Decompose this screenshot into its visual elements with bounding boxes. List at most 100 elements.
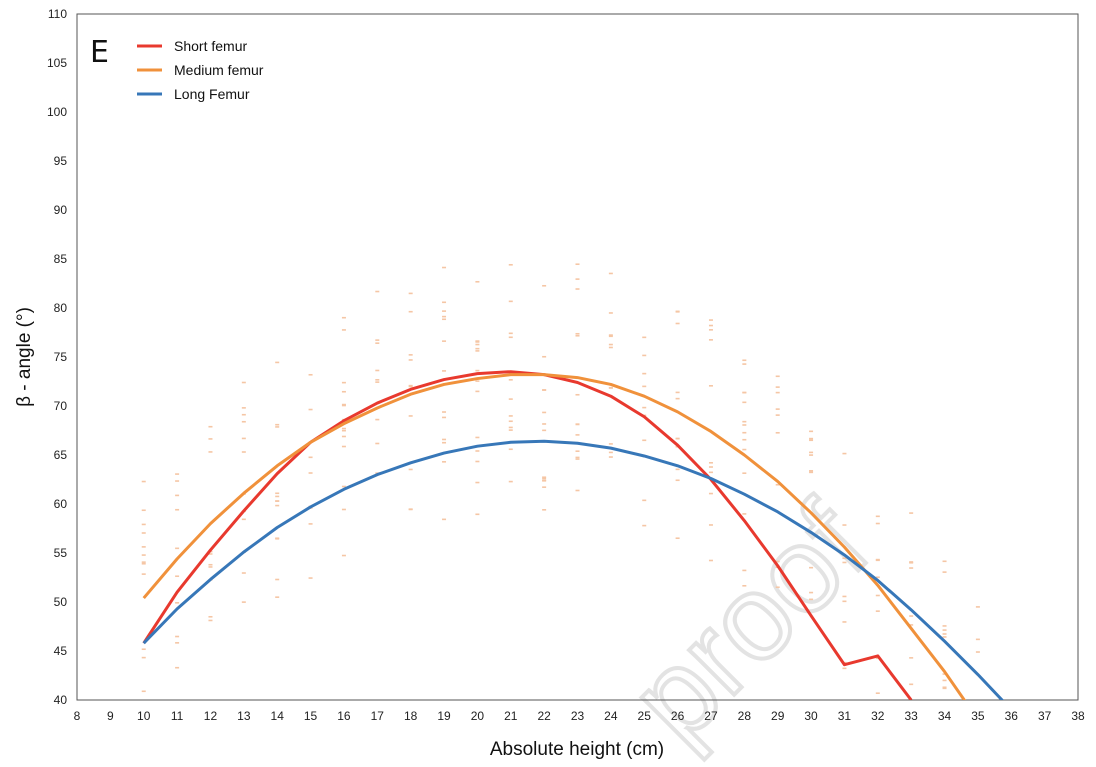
x-tick-label: 27 [704, 709, 718, 723]
scatter-point [642, 336, 647, 339]
scatter-point [909, 624, 914, 626]
scatter-point [241, 518, 246, 521]
scatter-point [375, 342, 380, 344]
scatter-point [341, 329, 346, 331]
scatter-point [208, 425, 213, 428]
y-tick-label: 40 [54, 693, 68, 707]
scatter-point [442, 310, 447, 312]
scatter-point [775, 560, 780, 563]
scatter-point [708, 492, 713, 495]
x-tick-label: 15 [304, 709, 318, 723]
scatter-point [642, 354, 647, 357]
scatter-point [642, 524, 647, 527]
y-axis-title: β - angle (°) [14, 307, 35, 407]
x-tick-label: 21 [504, 709, 518, 723]
legend-label: Medium femur [174, 62, 264, 78]
scatter-point [175, 508, 180, 511]
scatter-point [708, 385, 713, 387]
x-tick-label: 24 [604, 709, 618, 723]
scatter-point [475, 347, 480, 350]
scatter-point [508, 332, 513, 335]
scatter-point [475, 340, 480, 342]
x-tick-label: 31 [838, 709, 852, 723]
scatter-point [408, 468, 413, 471]
scatter-point [842, 524, 847, 526]
scatter-point [642, 439, 647, 442]
scatter-point [508, 379, 513, 381]
scatter-point [642, 406, 647, 409]
scatter-point [508, 448, 513, 451]
scatter-point [542, 486, 547, 488]
scatter-point [842, 621, 847, 623]
scatter-point [742, 584, 747, 587]
y-tick-label: 60 [54, 497, 68, 511]
x-tick-label: 9 [107, 709, 114, 723]
scatter-point [341, 381, 346, 384]
scatter-point [408, 508, 413, 510]
y-tick-labels: 40 45 50 55 60 65 70 75 80 85 90 95 100 105 110 [47, 7, 67, 707]
scatter-point [742, 431, 747, 434]
scatter-point [942, 679, 947, 682]
scatter-point [875, 522, 880, 525]
scatter-point [508, 398, 513, 400]
scatter-point [375, 379, 380, 381]
scatter-point [608, 456, 613, 458]
scatter-point [442, 266, 447, 269]
scatter-point [542, 479, 547, 482]
scatter-point [208, 438, 213, 440]
scatter-point [809, 451, 814, 454]
scatter-point [742, 513, 747, 515]
y-tick-label: 50 [54, 595, 68, 609]
x-tick-label: 14 [271, 709, 285, 723]
scatter-point [275, 495, 280, 498]
scatter-point [508, 429, 513, 431]
scatter-point [575, 456, 580, 459]
x-tick-label: 35 [971, 709, 985, 723]
scatter-point [141, 480, 146, 483]
x-tick-label: 13 [237, 709, 251, 723]
scatter-point [708, 324, 713, 327]
scatter-point [275, 492, 280, 495]
scatter-point [608, 334, 613, 336]
scatter-point [775, 431, 780, 434]
scatter-point [275, 596, 280, 598]
scatter-point [809, 437, 814, 440]
scatter-point [842, 595, 847, 598]
y-tick-label: 90 [54, 203, 68, 217]
scatter-point [508, 300, 513, 303]
y-tick-label: 85 [54, 252, 68, 266]
scatter-point [742, 359, 747, 362]
scatter-point [175, 642, 180, 644]
scatter-point [809, 598, 814, 601]
scatter-point [241, 407, 246, 409]
x-tick-label: 23 [571, 709, 585, 723]
scatter-point [542, 389, 547, 391]
scatter-point [575, 423, 580, 425]
scatter-point [542, 509, 547, 511]
scatter-point [842, 452, 847, 455]
scatter-point [141, 573, 146, 575]
scatter-point [575, 263, 580, 266]
scatter-point [742, 401, 747, 404]
scatter-point [909, 561, 914, 563]
scatter-point [408, 384, 413, 387]
y-tick-label: 70 [54, 399, 68, 413]
scatter-point [375, 369, 380, 372]
scatter-point [708, 461, 713, 464]
x-tick-label: 37 [1038, 709, 1052, 723]
scatter-point [542, 355, 547, 358]
scatter-point [842, 667, 847, 670]
scatter-point [208, 566, 213, 568]
scatter-point [508, 415, 513, 417]
scatter-point [775, 375, 780, 378]
scatter-point [341, 445, 346, 448]
scatter-point [341, 554, 346, 557]
scatter-point [542, 284, 547, 287]
x-tick-label: 10 [137, 709, 151, 723]
scatter-point [708, 339, 713, 341]
scatter-point [442, 301, 447, 304]
scatter-point [308, 472, 313, 474]
scatter-point [575, 332, 580, 335]
x-tick-labels: 8 9 10 11 12 13 14 15 16 17 18 19 20 21 22 23 24 25 26 27 28… [74, 709, 1085, 723]
scatter-point [241, 601, 246, 603]
